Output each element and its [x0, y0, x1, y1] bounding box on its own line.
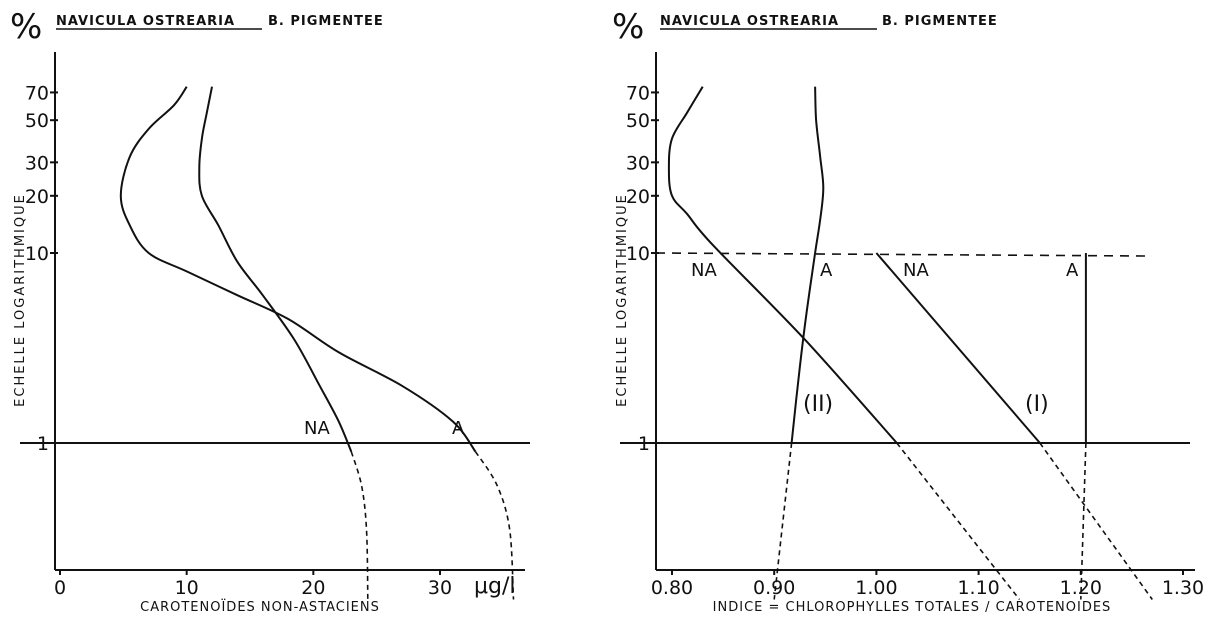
- right-x-tick-label: 1.00: [855, 577, 897, 599]
- right-title-rest: B. PIGMENTEE: [882, 14, 998, 29]
- left-series-na-0-solid: [119, 86, 477, 453]
- left-y-tick-label: 1: [37, 433, 49, 455]
- left-y-tick-label: 50: [25, 110, 49, 132]
- left-y-ticks: 1 10 20 30 50 70: [25, 82, 58, 455]
- right-y-tick-label: 50: [626, 110, 650, 132]
- left-series-layer: [119, 86, 515, 600]
- left-percent-symbol: %: [10, 7, 42, 47]
- right-x-tick-label: 0.90: [753, 577, 795, 599]
- left-x-tick-label: 10: [175, 577, 199, 599]
- left-y-tick-label: 20: [25, 186, 49, 208]
- right-reference-line-10pct: [655, 252, 1146, 257]
- right-label-a-II: A: [820, 260, 833, 281]
- right-series-na-0-dashed: [896, 442, 1021, 600]
- right-y-axis-label: ECHELLE LOGARITHMIQUE: [615, 193, 630, 407]
- right-label-na-II: NA: [691, 260, 717, 281]
- right-series-a-3-dashed: [1080, 442, 1087, 600]
- right-y-tick-label: 30: [626, 152, 650, 174]
- left-x-tick-label: 30: [428, 577, 452, 599]
- left-series-a-1-dashed: [350, 451, 369, 600]
- left-series-a-1-solid: [198, 86, 353, 453]
- right-y-tick-label: 10: [626, 243, 650, 265]
- right-y-ticks: 1 10 20 30 50 70: [626, 82, 659, 455]
- left-x-axis-label: CAROTENOÏDES NON-ASTACIENS: [140, 599, 380, 615]
- right-y-tick-label: 1: [638, 433, 650, 455]
- right-y-tick-label: 70: [626, 82, 650, 104]
- left-y-axis-label: ECHELLE LOGARITHMIQUE: [13, 193, 28, 407]
- left-x-ticks: 0 10 20 30: [54, 570, 452, 599]
- right-label-na-I: NA: [903, 260, 929, 281]
- left-title-species: NAVICULA OSTREARIA: [56, 14, 235, 29]
- right-series-layer: [667, 86, 1153, 600]
- right-x-ticks: 0.80 0.90 1.00 1.10 1.20 1.30: [651, 570, 1204, 599]
- right-label-a-I: A: [1066, 260, 1079, 281]
- right-x-tick-label: 1.30: [1162, 577, 1204, 599]
- right-y-tick-label: 20: [626, 186, 650, 208]
- left-y-tick-label: 70: [25, 82, 49, 104]
- right-series-na-2-solid: [875, 252, 1041, 444]
- right-label-group-II: (II): [803, 392, 833, 417]
- right-title-species: NAVICULA OSTREARIA: [660, 14, 839, 29]
- right-x-tick-label: 1.10: [957, 577, 999, 599]
- left-chart: % NAVICULA OSTREARIA B. PIGMENTEE 1 10 20 3…: [10, 7, 530, 615]
- right-percent-symbol: %: [612, 7, 644, 47]
- left-y-tick-label: 30: [25, 152, 49, 174]
- right-chart: % NAVICULA OSTREARIA B. PIGMENTEE 1 10 20 3…: [612, 7, 1204, 615]
- left-label-a: A: [452, 418, 465, 439]
- right-x-tick-label: 0.80: [651, 577, 693, 599]
- right-series-na-0-solid: [667, 86, 898, 444]
- left-y-tick-label: 10: [25, 243, 49, 265]
- left-x-tick-label: 20: [301, 577, 325, 599]
- left-series-na-0-dashed: [474, 451, 515, 600]
- right-series-a-1-solid: [790, 86, 825, 444]
- right-label-group-I: (I): [1025, 392, 1049, 417]
- left-label-na: NA: [304, 418, 330, 439]
- right-x-axis-label: INDICE = CHLOROPHYLLES TOTALES / CAROTEN…: [713, 600, 1112, 615]
- left-x-tick-label: 0: [54, 577, 66, 599]
- left-x-unit: μg/l: [474, 574, 516, 599]
- left-title-rest: B. PIGMENTEE: [268, 14, 384, 29]
